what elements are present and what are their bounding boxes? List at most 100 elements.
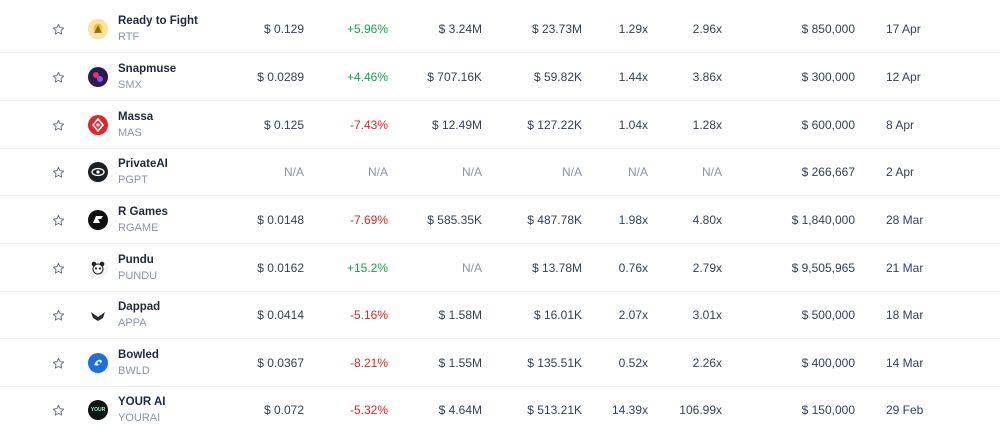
raised-cell: $ 1,840,000 [791,213,855,227]
token-name[interactable]: Massa MAS [118,107,153,143]
roi-cell: 2.79x [692,261,722,275]
roi-cell: 1.28x [692,118,722,132]
token-name[interactable]: Ready to Fight RTF [118,11,198,47]
favorite-star-icon[interactable] [50,339,66,387]
date-cell: 21 Mar [886,261,924,275]
favorite-star-icon[interactable] [50,291,66,339]
raised-cell: $ 600,000 [801,118,855,132]
market-cap-cell: $ 513.21K [527,403,582,417]
volume-cell: N/A [461,261,482,275]
table-row[interactable]: Massa MAS $ 0.125 -7.43% $ 12.49M $ 127.2… [0,101,1000,149]
roi-cell: 14.39x [611,403,648,417]
yourai-logo-icon: YOUR [88,400,108,420]
date-cell: 29 Feb [886,403,924,417]
token-symbol: SMX [118,79,142,91]
market-cap-cell: $ 127.22K [527,118,582,132]
table-row[interactable]: Pundu PUNDU $ 0.0162 +15.2% N/A $ 13.78M … [0,244,1000,292]
massa-logo-icon [88,115,108,135]
roi-cell: 106.99x [679,403,722,417]
price-cell: $ 0.0414 [257,308,304,322]
favorite-star-icon[interactable] [50,5,66,53]
favorite-star-icon[interactable] [50,148,66,196]
change-cell: -8.21% [349,356,388,370]
date-cell: 14 Mar [886,356,924,370]
volume-cell: $ 1.55M [438,356,482,370]
token-symbol: MAS [118,127,142,139]
price-cell: $ 0.0367 [257,356,304,370]
roi-cell: 0.76x [618,261,648,275]
snapmuse-logo-icon [88,67,108,87]
token-title: YOUR AI [118,396,166,408]
change-cell: -5.32% [349,403,388,417]
token-name[interactable]: Snapmuse SMX [118,59,176,95]
roi-cell: 2.96x [692,22,722,36]
token-symbol: PGPT [118,174,148,186]
table-row[interactable]: Dappad APPA $ 0.0414 -5.16% $ 1.58M $ 16.… [0,291,1000,339]
table-row[interactable]: YOUR YOUR AI YOURAI $ 0.072 -5.32% $ 4.64… [0,386,1000,434]
roi-cell: N/A [701,165,722,179]
change-cell: -5.16% [349,308,388,322]
roi-cell: 3.86x [692,70,722,84]
token-symbol: APPA [118,317,147,329]
favorite-star-icon[interactable] [50,386,66,434]
token-title: Bowled [118,349,159,361]
raised-cell: $ 300,000 [801,70,855,84]
roi-cell: 4.80x [692,213,722,227]
raised-cell: $ 150,000 [801,403,855,417]
date-cell: 8 Apr [886,118,915,132]
volume-cell: $ 585.35K [427,213,482,227]
favorite-star-icon[interactable] [50,53,66,101]
rgames-logo-icon [88,210,108,230]
raised-cell: $ 500,000 [801,308,855,322]
token-title: Massa [118,111,154,123]
change-cell: +15.2% [346,261,388,275]
market-cap-cell: $ 135.51K [527,356,582,370]
roi-cell: 1.29x [618,22,648,36]
rtf-logo-icon [88,19,108,39]
token-title: Dappad [118,301,161,313]
market-cap-cell: N/A [561,165,582,179]
volume-cell: N/A [461,165,482,179]
price-cell: $ 0.0289 [257,70,304,84]
token-name[interactable]: Dappad APPA [118,297,160,333]
price-cell: N/A [283,165,304,179]
favorite-star-icon[interactable] [50,196,66,244]
table-row[interactable]: Ready to Fight RTF $ 0.129 +5.96% $ 3.24M… [0,5,1000,53]
change-cell: +4.46% [346,70,388,84]
pundu-logo-icon [88,258,108,278]
table-row[interactable]: R Games RGAME $ 0.0148 -7.69% $ 585.35K $… [0,196,1000,244]
dappad-logo-icon [88,305,108,325]
token-name[interactable]: R Games RGAME [118,202,168,238]
price-cell: $ 0.129 [263,22,304,36]
token-symbol: BWLD [118,365,150,377]
roi-cell: 1.44x [618,70,648,84]
roi-cell: 1.04x [618,118,648,132]
favorite-star-icon[interactable] [50,244,66,292]
token-title: R Games [118,206,168,218]
date-cell: 2 Apr [886,165,915,179]
token-symbol: PUNDU [118,270,158,282]
table-row[interactable]: PrivateAI PGPT N/A N/A N/A N/A N/A N/A $ … [0,148,1000,196]
token-name[interactable]: Bowled BWLD [118,345,159,381]
volume-cell: $ 4.64M [438,403,482,417]
raised-cell: $ 9,505,965 [791,261,855,275]
price-cell: $ 0.072 [263,403,304,417]
market-cap-cell: $ 16.01K [533,308,582,322]
token-name[interactable]: Pundu PUNDU [118,250,157,286]
yourai-logo-text: YOUR [90,407,106,413]
token-symbol: RTF [118,31,140,43]
market-cap-cell: $ 23.73M [531,22,582,36]
date-cell: 17 Apr [886,22,921,36]
change-cell: -7.43% [349,118,388,132]
token-name[interactable]: YOUR AI YOURAI [118,392,166,428]
favorite-star-icon[interactable] [50,101,66,149]
roi-cell: 2.07x [618,308,648,322]
date-cell: 12 Apr [886,70,921,84]
privateai-logo-icon [88,162,108,182]
price-cell: $ 0.125 [263,118,304,132]
table-row[interactable]: Bowled BWLD $ 0.0367 -8.21% $ 1.55M $ 135… [0,339,1000,387]
token-name[interactable]: PrivateAI PGPT [118,154,168,190]
token-title: PrivateAI [118,158,168,170]
table-row[interactable]: Snapmuse SMX $ 0.0289 +4.46% $ 707.16K $ … [0,53,1000,101]
